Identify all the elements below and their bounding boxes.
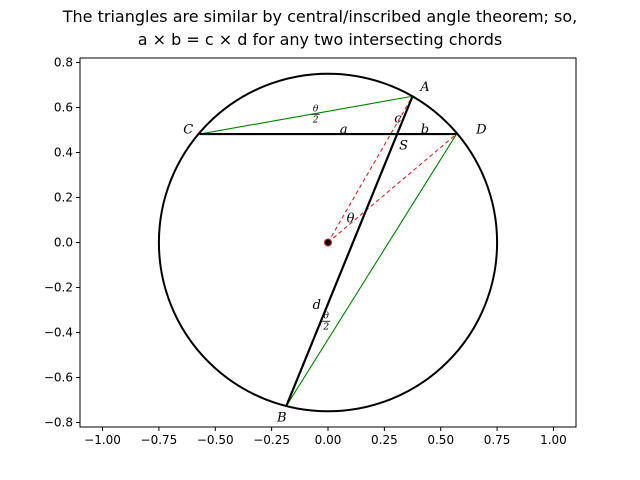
label-S: S: [399, 138, 408, 153]
label-C: C: [183, 123, 193, 138]
x-tick-label: 0.00: [315, 433, 342, 447]
y-tick-label: −0.2: [44, 281, 73, 295]
label-c: c: [394, 111, 402, 126]
label-a: a: [340, 123, 348, 138]
x-tick-label: −1.00: [84, 433, 121, 447]
x-tick-label: −0.50: [197, 433, 234, 447]
center-point: [324, 238, 332, 247]
label-A: A: [419, 80, 429, 95]
half-angle-denominator: 2: [322, 322, 329, 332]
half-angle-denominator: 2: [312, 115, 319, 125]
label-θ: θ: [347, 211, 355, 226]
y-tick-label: −0.8: [44, 416, 73, 430]
y-tick-label: −0.6: [44, 371, 73, 385]
label-d: d: [313, 298, 321, 313]
chart-title-line2: a × b = c × d for any two intersecting c…: [138, 30, 502, 49]
radius-OD: [327, 133, 457, 243]
x-tick-label: 0.25: [371, 433, 398, 447]
y-tick-label: 0.6: [54, 101, 73, 115]
chord-AB: [285, 95, 414, 407]
x-tick-label: 1.00: [540, 433, 567, 447]
x-axis: −1.00 −0.75 −0.50 −0.25 0.00 0.25 0.50 0.75 1.00: [84, 427, 567, 447]
chart-title-line1: The triangles are similar by central/ins…: [62, 7, 577, 26]
x-tick-label: 0.75: [484, 433, 511, 447]
y-tick-label: −0.4: [44, 326, 73, 340]
half-angle-numerator: θ: [313, 104, 319, 114]
y-tick-label: 0.8: [54, 56, 73, 70]
circle-outline: [157, 72, 499, 413]
half-angle-numerator: θ: [323, 311, 329, 321]
label-D: D: [475, 123, 487, 138]
y-tick-label: 0.2: [54, 191, 73, 205]
x-tick-label: 0.50: [427, 433, 454, 447]
y-tick-label: 0.0: [54, 236, 73, 250]
triangle-side-BD: [285, 133, 457, 407]
y-tick-label: 0.4: [54, 146, 73, 160]
x-tick-label: −0.25: [253, 433, 290, 447]
label-B: B: [276, 411, 287, 426]
label-b: b: [421, 123, 429, 138]
radius-OA: [327, 95, 414, 243]
plot-area: [157, 72, 499, 413]
x-tick-label: −0.75: [141, 433, 178, 447]
triangle-side-CA: [199, 95, 413, 135]
y-axis: 0.8 0.6 0.4 0.2 0.0 −0.2 −0.4 −0.6 −0.8: [44, 56, 80, 430]
